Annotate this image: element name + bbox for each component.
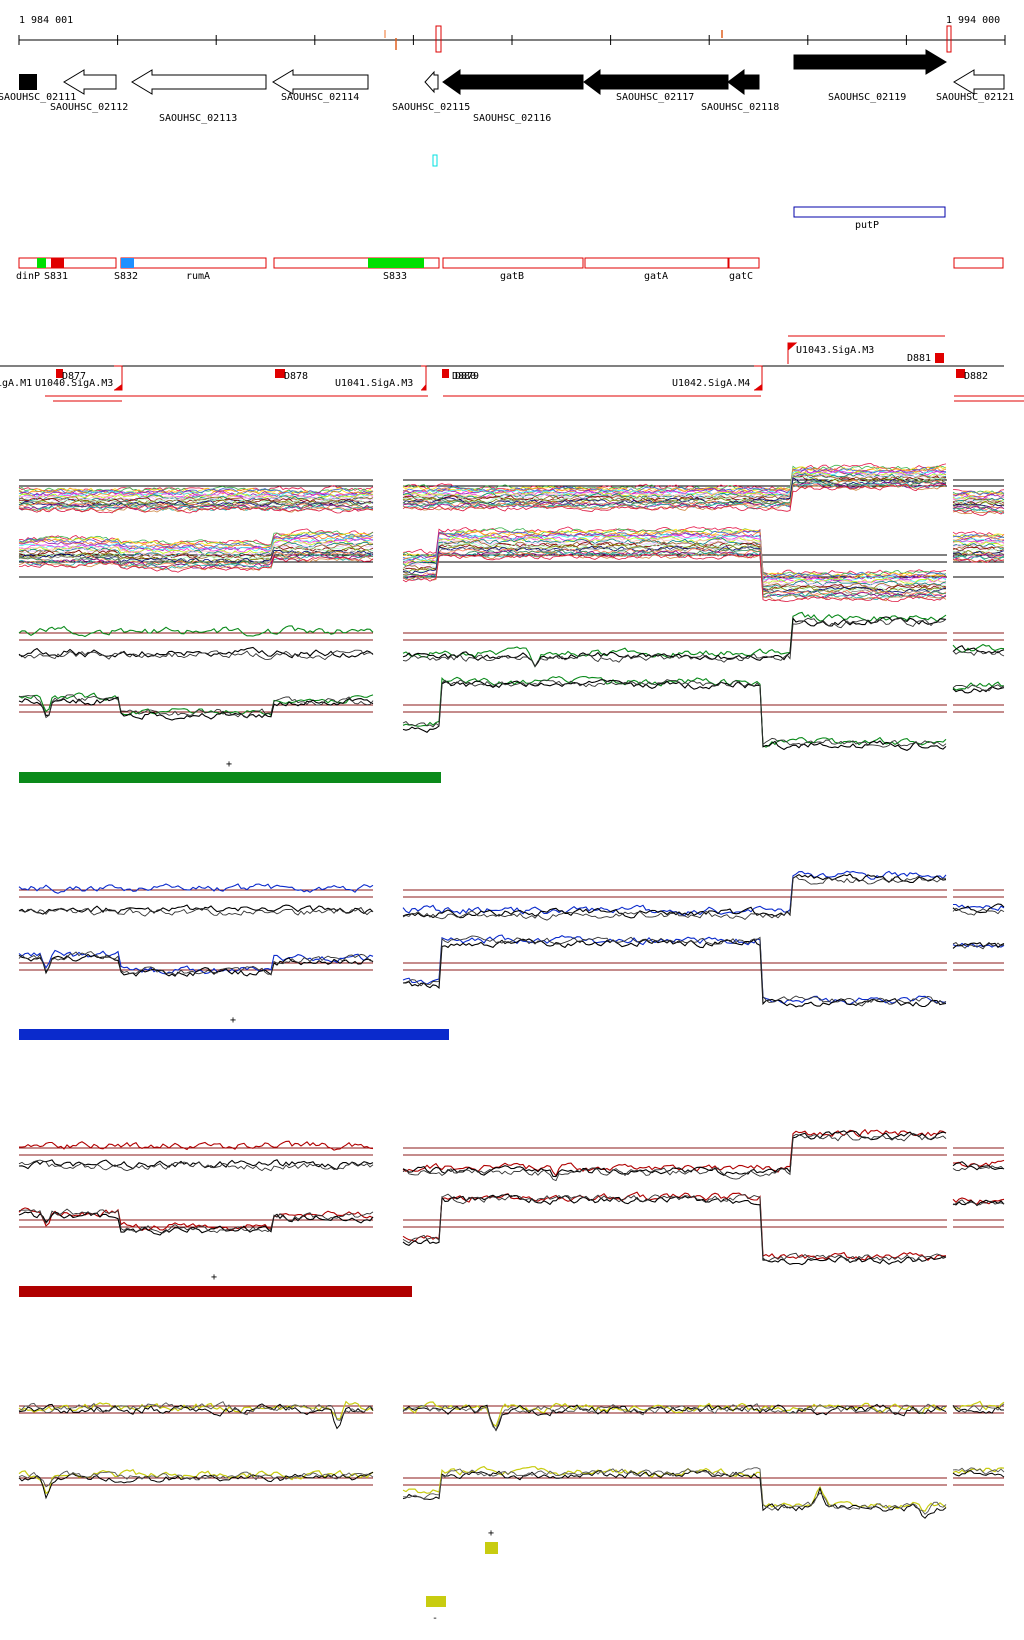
svg-text:SAOUHSC_02114: SAOUHSC_02114	[281, 92, 359, 103]
svg-text:SAOUHSC_02112: SAOUHSC_02112	[50, 102, 128, 113]
annotation-gata: gatA	[644, 271, 668, 282]
promoter-d878: D878	[284, 371, 308, 382]
svg-text:SAOUHSC_02113: SAOUHSC_02113	[159, 113, 237, 124]
svg-text:SAOUHSC_02115: SAOUHSC_02115	[392, 102, 470, 113]
promoter-d877: D877	[62, 371, 86, 382]
annotation-s833: S833	[383, 271, 407, 282]
annotation-gatc: gatC	[729, 271, 753, 282]
axis-start-label: 1 984 001	[19, 15, 73, 26]
gene-saouhsc-02118[interactable]: SAOUHSC_02118	[701, 69, 779, 113]
cyan-marker	[432, 154, 438, 167]
promoter-d881: D881	[907, 353, 931, 364]
gene-saouhsc-02113[interactable]: SAOUHSC_02113	[131, 69, 267, 124]
annotation-s832: S832	[114, 271, 138, 282]
svg-text:SAOUHSC_02121: SAOUHSC_02121	[936, 92, 1014, 103]
yellow-minus-marker	[426, 1596, 446, 1607]
promoter-u1042: U1042.SigA.M4	[672, 378, 750, 389]
gene-saouhsc-02112[interactable]: SAOUHSC_02112	[50, 69, 128, 113]
promoter-u1041: U1041.SigA.M3	[335, 378, 413, 389]
svg-text:SAOUHSC_02118: SAOUHSC_02118	[701, 102, 779, 113]
promoter-d882: D882	[964, 371, 988, 382]
annotation-s831: S831	[44, 271, 68, 282]
svg-text:SAOUHSC_02116: SAOUHSC_02116	[473, 113, 551, 124]
red-strand-label: +	[211, 1272, 217, 1283]
feature-putp[interactable]: putP	[793, 206, 946, 231]
svg-text:SAOUHSC_02119: SAOUHSC_02119	[828, 92, 906, 103]
gene-saouhsc-02119[interactable]: SAOUHSC_02119	[793, 49, 947, 103]
promoter-track: U1043.SigA.M3 D881 igA.M1 D877 U1040.Sig…	[0, 335, 1024, 402]
panel-blue	[18, 870, 1005, 1008]
gene-saouhsc-02117[interactable]: SAOUHSC_02117	[583, 69, 729, 103]
svg-text:SAOUHSC_02111: SAOUHSC_02111	[0, 92, 76, 103]
red-region-bar	[19, 1286, 412, 1297]
annotation-gatb: gatB	[500, 271, 524, 282]
panel-red	[18, 1128, 1005, 1266]
yellow-minus-label: -	[432, 1613, 438, 1624]
gene-saouhsc-02121[interactable]: SAOUHSC_02121	[936, 69, 1014, 103]
promoter-u1043: U1043.SigA.M3	[796, 345, 874, 356]
annotation-ruma: rumA	[186, 271, 210, 282]
svg-text:SAOUHSC_02117: SAOUHSC_02117	[616, 92, 694, 103]
promoter-u1040: U1040.SigA.M3	[35, 378, 113, 389]
green-region-bar	[19, 772, 441, 783]
blue-strand-label: +	[230, 1015, 236, 1026]
panel-yellow	[18, 1400, 1005, 1519]
gene-saouhsc-02115[interactable]: SAOUHSC_02115	[392, 70, 470, 113]
axis-end-label: 1 994 000	[946, 15, 1000, 26]
annotation-track: dinP S831 S832 rumA S833 gatB gatA gatC	[16, 257, 1004, 282]
yellow-strand-label: +	[488, 1528, 494, 1539]
promoter-siga-m1: igA.M1	[0, 378, 32, 389]
multi-condition-expression-tracks	[18, 463, 1005, 603]
gene-saouhsc-02116[interactable]: SAOUHSC_02116	[442, 69, 584, 124]
gene-saouhsc-02114[interactable]: SAOUHSC_02114	[272, 69, 369, 103]
gene-track: SAOUHSC_02111 SAOUHSC_02112 SAOUHSC_0211…	[0, 49, 1014, 124]
promoter-d880: D880	[452, 371, 476, 382]
gene-saouhsc-02111[interactable]: SAOUHSC_02111	[0, 74, 76, 103]
svg-text:putP: putP	[855, 220, 879, 231]
annotation-dinp: dinP	[16, 271, 40, 282]
green-strand-label: +	[226, 759, 232, 770]
panel-green	[18, 611, 1005, 752]
coordinate-axis: 1 984 001 1 994 000	[18, 15, 1006, 53]
blue-region-bar	[19, 1029, 449, 1040]
promoter-d879: D879	[455, 371, 479, 382]
yellow-plus-marker	[485, 1542, 498, 1554]
